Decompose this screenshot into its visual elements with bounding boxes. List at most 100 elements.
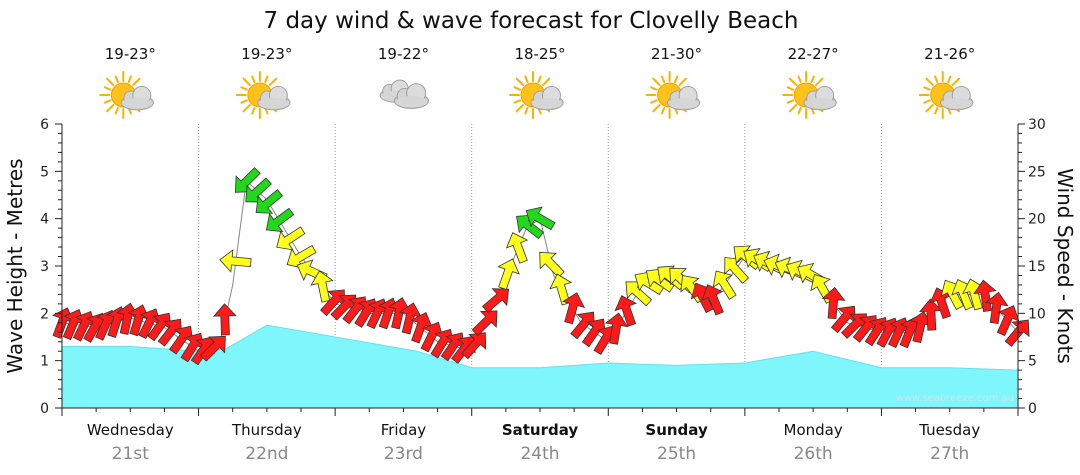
wind-arrow-shape <box>482 288 510 313</box>
sun-ray <box>660 75 666 84</box>
partly-cloudy-icon <box>918 71 974 119</box>
day-saturday: 18-25° Saturday 24th <box>502 45 579 464</box>
wind-arrow <box>539 251 565 278</box>
wind-arrow-shape <box>604 312 629 345</box>
sun-ray <box>788 103 798 113</box>
wind-arrow-shape <box>127 304 151 337</box>
wind-arrow <box>200 335 226 362</box>
wind-arrow-shape <box>919 298 943 331</box>
sun-ray <box>106 103 115 113</box>
wind-arrow-shape <box>505 232 529 264</box>
wind-arrow-shape <box>265 207 295 233</box>
sun-ray <box>264 75 269 84</box>
right-tick-label: 30 <box>1028 117 1046 133</box>
cloud <box>803 85 837 111</box>
wind-arrow-shape <box>420 321 444 353</box>
wind-arrow-shape <box>724 257 750 284</box>
wind-arrow-shape <box>219 249 252 273</box>
sun-ray <box>652 77 661 87</box>
sun-ray <box>934 75 939 84</box>
wind-arrow <box>497 258 520 291</box>
temperature-range: 21-26° <box>924 45 975 63</box>
chart-title: 7 day wind & wave forecast for Clovelly … <box>264 8 799 34</box>
wind-arrow <box>581 318 607 348</box>
cloud-front <box>393 83 430 109</box>
left-tick-label: 0 <box>40 401 49 417</box>
wind-arrow <box>169 325 194 355</box>
wind-arrow <box>255 189 284 214</box>
day-monday: 22-27° Monday 26th <box>782 45 843 464</box>
right-tick-label: 20 <box>1028 212 1046 228</box>
cloud-fill <box>941 98 973 109</box>
left-tick-label: 4 <box>40 212 49 228</box>
wind-arrow-shape <box>625 281 653 307</box>
wind-arrow-shape <box>157 318 183 347</box>
sun-ray <box>114 75 119 84</box>
watermark: www.seabreeze.com.au <box>896 393 1014 404</box>
right-tick-label: 25 <box>1028 164 1046 180</box>
sun-ray <box>127 75 132 84</box>
wind-arrow-shape <box>497 258 520 291</box>
day-name: Friday <box>381 421 427 439</box>
wind-arrow-shape <box>310 270 334 303</box>
day-header-group: 19-23°Wednesday21st19-23°Thursday22nd19-… <box>87 45 980 464</box>
right-axis-title: Wind Speed - Knots <box>1053 168 1077 364</box>
sun-ray <box>251 75 256 84</box>
day-name: Tuesday <box>918 421 980 439</box>
temperature-range: 21-30° <box>651 45 702 63</box>
wind-arrow-shape <box>410 311 433 344</box>
wind-arrow <box>265 207 295 233</box>
wind-arrow-shape <box>286 245 317 269</box>
cloud-fill <box>258 98 290 109</box>
day-date: 24th <box>520 444 559 464</box>
cloud-fill <box>668 98 699 109</box>
day-friday: 19-22° Friday 23rd <box>378 45 430 464</box>
cloud <box>257 85 291 111</box>
sun-ray <box>513 99 522 104</box>
wind-arrow-shape <box>712 270 737 300</box>
wind-arrow <box>276 226 306 251</box>
sun-ray <box>515 103 525 113</box>
wind-arrow <box>219 249 252 273</box>
sun-ray <box>660 106 666 115</box>
cloud-fill <box>531 98 563 109</box>
temperature-range: 19-23° <box>241 45 292 63</box>
wind-arrow-shape <box>614 295 637 327</box>
sun-ray <box>242 103 251 113</box>
sun-ray <box>678 77 687 87</box>
wind-arrow <box>516 214 544 240</box>
sun-ray <box>537 75 542 84</box>
wind-arrow-shape <box>276 226 306 251</box>
wind-arrow <box>625 281 653 307</box>
cloud-fill <box>121 98 153 109</box>
day-date: 26th <box>794 444 833 464</box>
sun-ray <box>114 106 119 115</box>
sun-ray <box>650 86 658 91</box>
wind-arrow <box>471 310 498 337</box>
right-axis: 0 5 10 15 20 25 30 <box>1018 117 1046 417</box>
wind-arrow <box>212 303 237 336</box>
left-tick-label: 2 <box>40 306 49 322</box>
sun-ray <box>923 86 931 91</box>
partly-cloudy-icon <box>509 71 564 119</box>
wind-arrow <box>1004 319 1030 347</box>
wind-arrow <box>505 232 529 264</box>
sun-ray <box>673 75 679 84</box>
sun-ray <box>242 77 251 87</box>
cloud-fill <box>804 98 836 109</box>
wind-arrow-shape <box>398 302 423 335</box>
sun-ray <box>923 99 931 104</box>
right-tick-label: 15 <box>1028 259 1046 275</box>
right-tick-label: 0 <box>1028 401 1037 417</box>
temperature-range: 22-27° <box>788 45 839 63</box>
wind-arrow <box>996 305 1020 337</box>
wind-arrow <box>157 318 183 347</box>
sun-ray <box>103 86 112 91</box>
left-axis: 0 1 2 3 4 5 6 <box>40 117 62 417</box>
wind-arrow <box>387 297 412 330</box>
wind-arrow-shape <box>471 310 498 337</box>
sun-ray <box>925 103 934 113</box>
gridlines <box>198 124 882 408</box>
wind-arrow <box>701 284 724 316</box>
wind-arrow <box>614 295 637 327</box>
